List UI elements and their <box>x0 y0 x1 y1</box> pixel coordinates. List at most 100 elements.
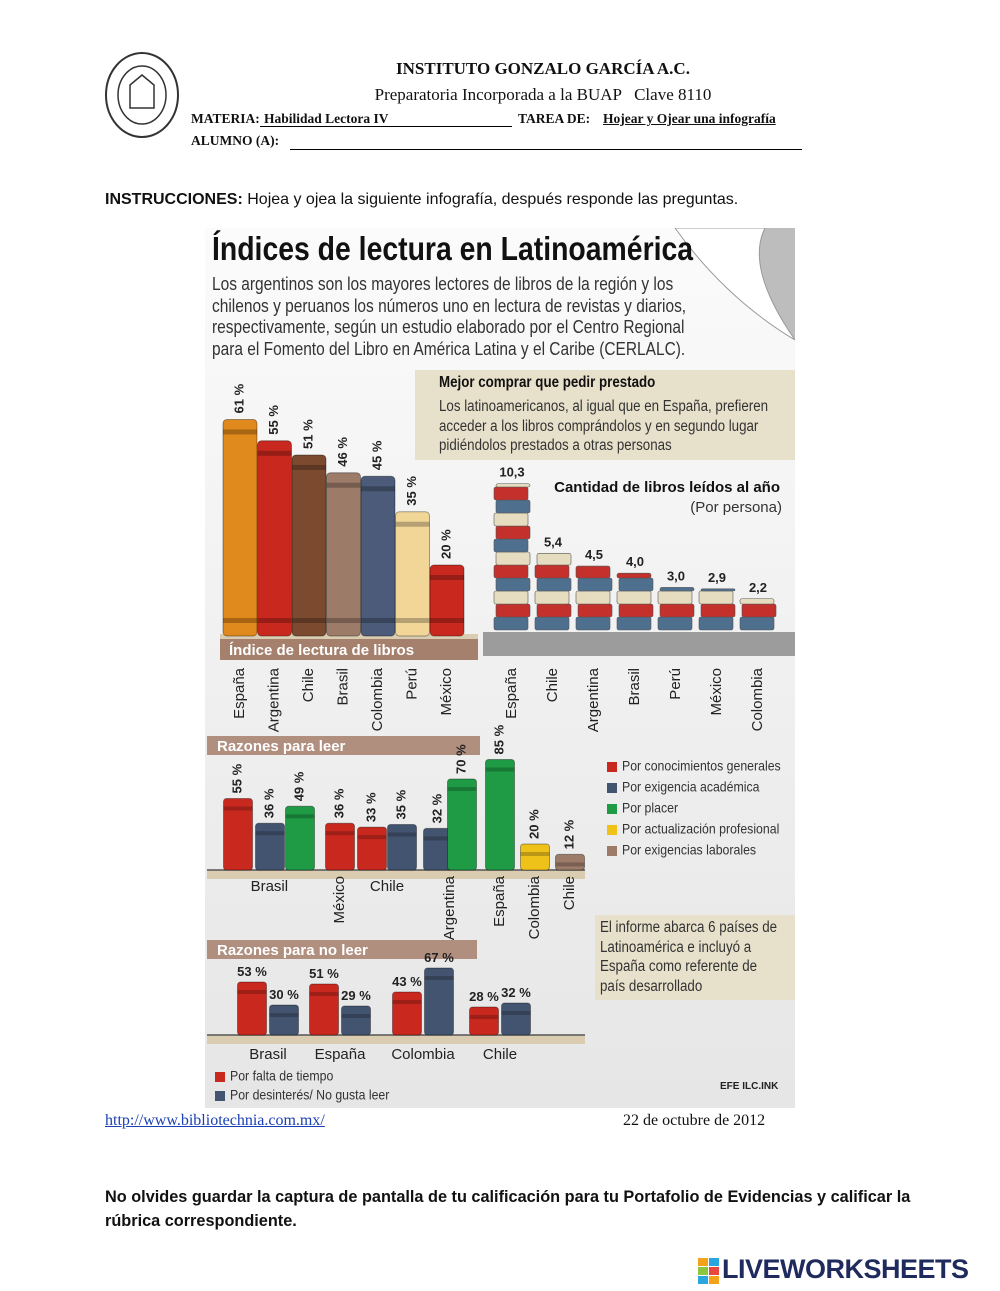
value-label: 10,3 <box>499 465 524 480</box>
book <box>700 588 736 592</box>
school-name: INSTITUTO GONZALO GARCÍA A.C. <box>396 59 690 78</box>
book <box>493 512 529 527</box>
book <box>495 577 531 592</box>
value-label: 4,0 <box>626 554 644 569</box>
value-label: 2,2 <box>749 580 767 595</box>
category-label: Chile <box>370 878 404 895</box>
source-link[interactable]: http://www.bibliotechnia.com.mx/ <box>105 1112 325 1129</box>
bar-band <box>361 618 395 623</box>
bar-band <box>223 806 253 811</box>
intro-line: Los argentinos son los mayores lectores … <box>212 274 674 294</box>
bar <box>501 1002 531 1036</box>
book <box>659 603 695 618</box>
shelf <box>207 1035 585 1044</box>
note-line: El informe abarca 6 países de <box>600 919 778 936</box>
book <box>739 616 775 631</box>
bar-band <box>520 852 550 856</box>
intro-line: para el Fomento del Libro en América Lat… <box>212 338 686 359</box>
bar-band <box>430 575 464 580</box>
value-label: 55 % <box>229 763 244 793</box>
book <box>741 603 777 618</box>
infographic-charts: 61 % España 55 % Argentina 51 % Chile 46 % Bras… <box>207 228 795 1103</box>
bar <box>309 983 339 1036</box>
credit: EFE ILC.INK <box>720 1081 779 1092</box>
bar-band <box>501 1011 531 1015</box>
book-stack <box>616 572 654 631</box>
bar <box>255 822 285 871</box>
value-label: 3,0 <box>667 568 685 583</box>
bar-band <box>223 618 257 623</box>
category-label: México <box>438 668 455 716</box>
book <box>493 486 529 501</box>
book <box>575 590 611 605</box>
bar <box>341 1005 371 1036</box>
legend-label: Por exigencias laborales <box>622 842 756 858</box>
subject-label: MATERIA: <box>191 111 260 126</box>
book <box>698 616 734 631</box>
shelf <box>207 870 585 879</box>
task-label: TAREA DE: <box>518 111 591 126</box>
box-title: Mejor comprar que pedir prestado <box>439 374 656 391</box>
bar-band <box>357 835 387 840</box>
bar <box>392 991 422 1036</box>
chart-title: Razones para leer <box>217 738 346 755</box>
chart-title: Índice de lectura de libros <box>229 642 414 659</box>
book <box>657 616 693 631</box>
value-label: 12 % <box>561 819 576 849</box>
value-label: 20 % <box>438 529 453 559</box>
legend-label: Por placer <box>622 800 679 816</box>
bar <box>485 759 515 871</box>
bar <box>555 853 585 871</box>
bar-band <box>424 976 454 980</box>
bar-band <box>395 521 430 527</box>
legend-swatch <box>215 1072 225 1082</box>
book <box>739 598 775 605</box>
bar-band <box>309 992 339 996</box>
legend-label: Por exigencia académica <box>622 779 760 795</box>
note-line: país desarrollado <box>600 977 703 995</box>
legend-label: Por actualización profesional <box>622 821 779 837</box>
category-label: Colombia <box>749 667 766 731</box>
value-label: 55 % <box>266 405 281 435</box>
bar-band <box>341 1014 371 1018</box>
value-label: 30 % <box>269 987 299 1002</box>
book-stack <box>739 598 777 631</box>
category-label: Brasil <box>626 668 643 706</box>
bar-band <box>430 618 464 623</box>
category-label: México <box>331 876 348 924</box>
title-band <box>207 736 480 755</box>
intro: Los argentinos son los mayores lectores … <box>212 274 686 360</box>
book <box>495 483 531 488</box>
infographic-title: Índices de lectura en Latinoamérica <box>212 230 694 267</box>
category-label: Brasil <box>251 878 289 895</box>
brand-icon <box>698 1258 719 1284</box>
value-label: 33 % <box>363 792 378 822</box>
book <box>493 564 529 579</box>
bar-band <box>325 831 355 836</box>
value-label: 45 % <box>369 440 384 470</box>
book <box>577 577 613 592</box>
book <box>616 616 652 631</box>
book <box>575 565 611 579</box>
box-line: acceder a los libros comprándolos y en s… <box>439 417 759 435</box>
reminder: No olvides guardar la captura de pantall… <box>105 1188 911 1230</box>
category-label: Argentina <box>585 667 602 732</box>
book <box>618 603 654 618</box>
school-seal <box>105 52 179 138</box>
category-label: Chile <box>483 1046 517 1063</box>
legend-swatch <box>607 846 617 856</box>
legend-label: Por conocimientos generales <box>622 758 781 774</box>
brand: LIVEWORKSHEETS <box>722 1254 969 1284</box>
bar-band <box>392 1000 422 1004</box>
value-label: 49 % <box>291 771 306 801</box>
bar <box>222 418 258 637</box>
book <box>616 572 652 579</box>
infographic: 61 % España 55 % Argentina 51 % Chile 46 % Bras… <box>205 228 795 1108</box>
instructions-text: Hojea y ojea la siguiente infografía, de… <box>247 191 739 208</box>
category-label: España <box>315 1046 367 1063</box>
student-line <box>290 149 802 150</box>
title-band <box>207 940 477 959</box>
legend-swatch <box>215 1091 225 1101</box>
page-curl-shadow <box>675 228 795 340</box>
